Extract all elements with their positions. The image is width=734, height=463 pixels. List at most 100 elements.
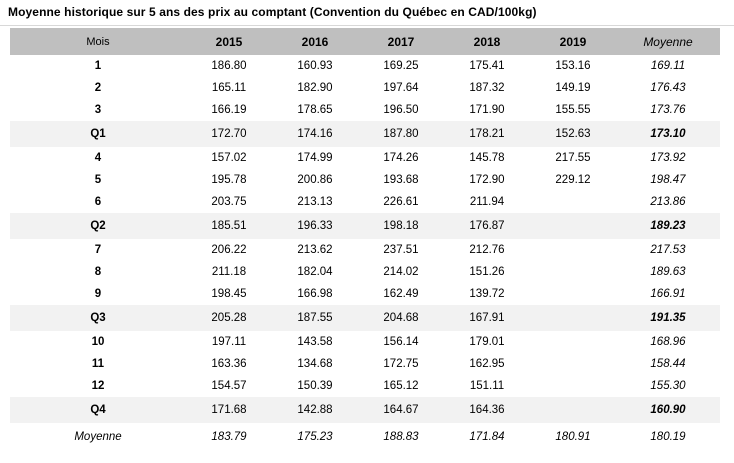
- table-cell: 203.75: [211, 196, 247, 208]
- table-cell: 162.95: [469, 358, 505, 370]
- table-cell: 172.75: [383, 358, 419, 370]
- table-cell: 165.11: [211, 82, 247, 94]
- table-cell: 214.02: [383, 266, 419, 278]
- table-cell: 187.32: [469, 82, 505, 94]
- table-cell-moyenne: 155.30: [650, 380, 686, 392]
- table-row: 3 166.19 178.65 196.50 171.90 155.55 173…: [10, 99, 720, 121]
- table-cell: 145.78: [469, 152, 505, 164]
- table-cell: 188.83: [383, 430, 419, 443]
- table-row: Moyenne 183.79 175.23 188.83 171.84 180.…: [10, 423, 720, 450]
- table-cell: 196.50: [383, 104, 419, 116]
- table-cell: [530, 283, 616, 305]
- row-label: 6: [94, 196, 102, 208]
- table-cell-moyenne: 160.90: [650, 404, 686, 416]
- row-label: Q4: [90, 404, 106, 416]
- table-row: 7 206.22 213.62 237.51 212.76 217.53: [10, 239, 720, 261]
- table-row: Q3 205.28 187.55 204.68 167.91 191.35: [10, 305, 720, 331]
- table-cell: 197.64: [383, 82, 419, 94]
- row-label: 12: [91, 380, 105, 392]
- table-cell: 172.70: [211, 128, 247, 140]
- table-cell: 155.55: [555, 104, 591, 116]
- table-cell: 182.90: [297, 82, 333, 94]
- table-row: 10 197.11 143.58 156.14 179.01 168.96: [10, 331, 720, 353]
- table-cell: 211.18: [211, 266, 247, 278]
- row-label: 2: [94, 82, 102, 94]
- table-body: 1 186.80 160.93 169.25 175.41 153.16 169…: [10, 55, 720, 450]
- table-cell: 178.21: [469, 128, 505, 140]
- table-cell: 171.68: [211, 404, 247, 416]
- table-cell: 162.49: [383, 288, 419, 300]
- table-cell: 153.16: [555, 60, 591, 72]
- col-header-2016: 2016: [301, 34, 329, 49]
- table-header: Mois 2015 2016 2017 2018 2019 Moyenne: [10, 28, 720, 55]
- table-cell: 178.65: [297, 104, 333, 116]
- row-label: Moyenne: [74, 430, 122, 443]
- table-cell: 139.72: [469, 288, 505, 300]
- table-cell: 213.13: [297, 196, 333, 208]
- table-cell: 166.98: [297, 288, 333, 300]
- table-cell: 164.36: [469, 404, 505, 416]
- table-cell-moyenne: 168.96: [650, 336, 686, 348]
- row-label: 9: [94, 288, 102, 300]
- table-cell: [530, 213, 616, 239]
- table-cell: 206.22: [211, 244, 247, 256]
- table-cell-moyenne: 158.44: [650, 358, 686, 370]
- table-cell: 187.55: [297, 312, 333, 324]
- table-cell: 211.94: [469, 196, 505, 208]
- table-row: 2 165.11 182.90 197.64 187.32 149.19 176…: [10, 77, 720, 99]
- table-cell: 157.02: [211, 152, 247, 164]
- table-cell: 150.39: [297, 380, 333, 392]
- table-cell-moyenne: 173.76: [650, 104, 686, 116]
- row-label: 3: [94, 104, 102, 116]
- table-cell: 156.14: [383, 336, 419, 348]
- table-cell: 160.93: [297, 60, 333, 72]
- col-header-2018: 2018: [473, 34, 501, 49]
- table-cell: 213.62: [297, 244, 333, 256]
- table-cell: 165.12: [383, 380, 419, 392]
- table-cell: 174.26: [383, 152, 419, 164]
- table-row: Q4 171.68 142.88 164.67 164.36 160.90: [10, 397, 720, 423]
- table-cell-moyenne: 217.53: [650, 244, 686, 256]
- table-cell-moyenne: 198.47: [650, 174, 686, 186]
- table-cell: 229.12: [555, 174, 591, 186]
- table-row: Q2 185.51 196.33 198.18 176.87 189.23: [10, 213, 720, 239]
- table-cell-moyenne: 191.35: [650, 312, 686, 324]
- table-cell: [530, 397, 616, 423]
- table-cell-moyenne: 173.10: [650, 128, 686, 140]
- table-cell: 172.90: [469, 174, 505, 186]
- table-cell: [530, 239, 616, 261]
- page-title: Moyenne historique sur 5 ans des prix au…: [8, 5, 537, 19]
- row-label: Q2: [90, 220, 106, 232]
- table-cell: 185.51: [211, 220, 247, 232]
- table-cell-moyenne: 213.86: [650, 196, 686, 208]
- table-cell: 169.25: [383, 60, 419, 72]
- row-label: 10: [91, 336, 105, 348]
- table-cell: 164.67: [383, 404, 419, 416]
- table-cell: 176.87: [469, 220, 505, 232]
- table-cell: 237.51: [383, 244, 419, 256]
- table-cell-moyenne: 189.23: [650, 220, 686, 232]
- title-divider: [0, 25, 734, 26]
- table-cell-moyenne: 169.11: [650, 60, 686, 72]
- table-cell: 205.28: [211, 312, 247, 324]
- table-cell: 217.55: [555, 152, 591, 164]
- table-cell-moyenne: 189.63: [650, 266, 686, 278]
- table-cell: 180.91: [555, 430, 591, 443]
- table-cell: 134.68: [297, 358, 333, 370]
- table-cell-moyenne: 176.43: [650, 82, 686, 94]
- table-cell: 179.01: [469, 336, 505, 348]
- table-cell: [530, 353, 616, 375]
- table-cell: 174.16: [297, 128, 333, 140]
- table-row: 5 195.78 200.86 193.68 172.90 229.12 198…: [10, 169, 720, 191]
- col-header-2017: 2017: [387, 34, 415, 49]
- table-cell: 183.79: [211, 430, 247, 443]
- row-label: 7: [94, 244, 102, 256]
- table-cell-moyenne: 173.92: [650, 152, 686, 164]
- table-cell: 166.19: [211, 104, 247, 116]
- table-cell: [530, 261, 616, 283]
- table-cell: 198.45: [211, 288, 247, 300]
- table-cell: 142.88: [297, 404, 333, 416]
- table-row: 11 163.36 134.68 172.75 162.95 158.44: [10, 353, 720, 375]
- row-label: 4: [94, 152, 102, 164]
